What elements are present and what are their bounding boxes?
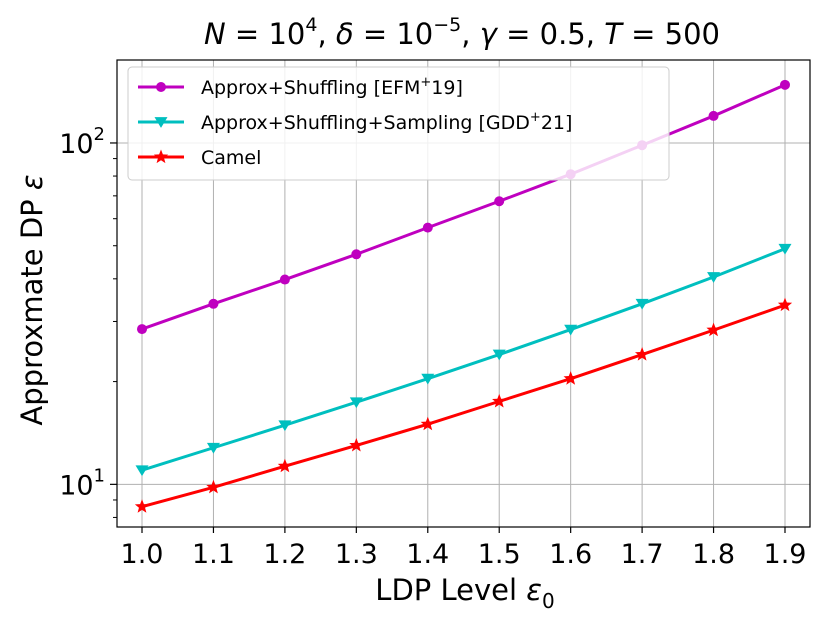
x-tick-label: 1.8 (692, 539, 735, 570)
y-tick-label: 101 (59, 465, 105, 501)
title-n: N (204, 17, 226, 51)
legend: Approx+Shuffling [EFM+19] Approx+Shufflin… (127, 66, 670, 181)
y-axis-label-symbol: ε (15, 174, 49, 190)
title-sep-1: , (317, 17, 335, 51)
x-tick-label: 1.9 (764, 539, 807, 570)
axes (110, 59, 811, 533)
chart-title: N = 104, δ = 10−5, γ = 0.5, T = 500 (204, 14, 720, 51)
legend-label: Approx+Shuffling [EFM+19] (201, 75, 463, 99)
series-line (141, 303, 786, 509)
data-point (706, 322, 721, 337)
x-tick-label: 1.5 (478, 539, 521, 570)
data-point (492, 393, 507, 408)
data-point (134, 499, 150, 513)
series-line (141, 247, 786, 472)
data-point (778, 243, 792, 255)
legend-item: Camel (138, 147, 261, 169)
x-axis-label-symbol: ε (526, 573, 542, 607)
series-line (141, 83, 786, 331)
data-point (779, 79, 790, 90)
data-point (206, 442, 220, 454)
title-gamma: γ (480, 17, 499, 51)
data-point (635, 298, 649, 310)
series-0 (137, 79, 790, 335)
data-point (422, 222, 433, 233)
y-axis-label: Approxmate DP ε (15, 174, 49, 425)
y-tick-label: 102 (59, 124, 105, 160)
legend-label: Camel (201, 147, 261, 169)
data-point (279, 274, 290, 285)
data-point (206, 479, 221, 494)
data-point (494, 196, 505, 207)
x-axis-label-subscript: 0 (542, 589, 555, 613)
plot-frame (116, 59, 811, 528)
title-delta: δ (336, 17, 354, 51)
data-point (277, 458, 293, 473)
x-tick-label: 1.6 (549, 539, 592, 570)
data-point (708, 110, 719, 121)
x-axis-label: LDP Level ε0 (375, 573, 554, 613)
x-tick-label: 1.7 (621, 539, 664, 570)
title-delta-exp: −5 (433, 14, 461, 36)
series-2 (134, 297, 793, 513)
title-n-eq: = 10 (226, 17, 306, 51)
x-tick-label: 1.3 (335, 539, 378, 570)
x-tick-label: 1.2 (263, 539, 306, 570)
data-point (351, 249, 362, 260)
data-point (564, 324, 578, 336)
title-gamma-eq: = 0.5, (497, 17, 604, 51)
tick-labels: 1.0 1.1 1.2 1.3 1.4 1.5 1.6 1.7 1.8 1.9 101 102 (59, 124, 806, 570)
y-axis-label-text: Approxmate DP (15, 190, 49, 425)
x-tick-label: 1.1 (192, 539, 235, 570)
legend-box (127, 66, 670, 181)
title-n-exp: 4 (305, 14, 317, 36)
data-point (563, 371, 578, 385)
title-delta-eq: = 10 (354, 17, 434, 51)
data-series (134, 79, 793, 513)
data-point (278, 420, 292, 432)
series-1 (135, 243, 792, 477)
data-point (777, 297, 793, 312)
title-sep-2: , (461, 17, 479, 51)
legend-marker (153, 149, 169, 164)
x-tick-label: 1.4 (406, 539, 449, 570)
data-point (421, 373, 435, 385)
legend-label: Approx+Shuffling+Sampling [GDD+21] (201, 110, 572, 134)
title-t-eq: = 500 (622, 17, 720, 51)
data-point (492, 349, 506, 361)
data-point (137, 324, 148, 335)
x-axis-label-text: LDP Level (375, 573, 526, 607)
legend-item: Approx+Shuffling+Sampling [GDD+21] (138, 110, 572, 134)
title-t: T (604, 17, 624, 51)
legend-marker (156, 82, 166, 92)
data-point (349, 437, 364, 452)
data-point (135, 465, 149, 477)
data-point (707, 272, 721, 283)
data-point (349, 397, 363, 409)
x-tick-label: 1.0 (121, 539, 164, 570)
legend-item: Approx+Shuffling [EFM+19] (138, 75, 463, 99)
legend-marker (154, 117, 168, 128)
data-point (208, 298, 219, 309)
data-point (634, 347, 650, 361)
data-point (420, 416, 435, 431)
